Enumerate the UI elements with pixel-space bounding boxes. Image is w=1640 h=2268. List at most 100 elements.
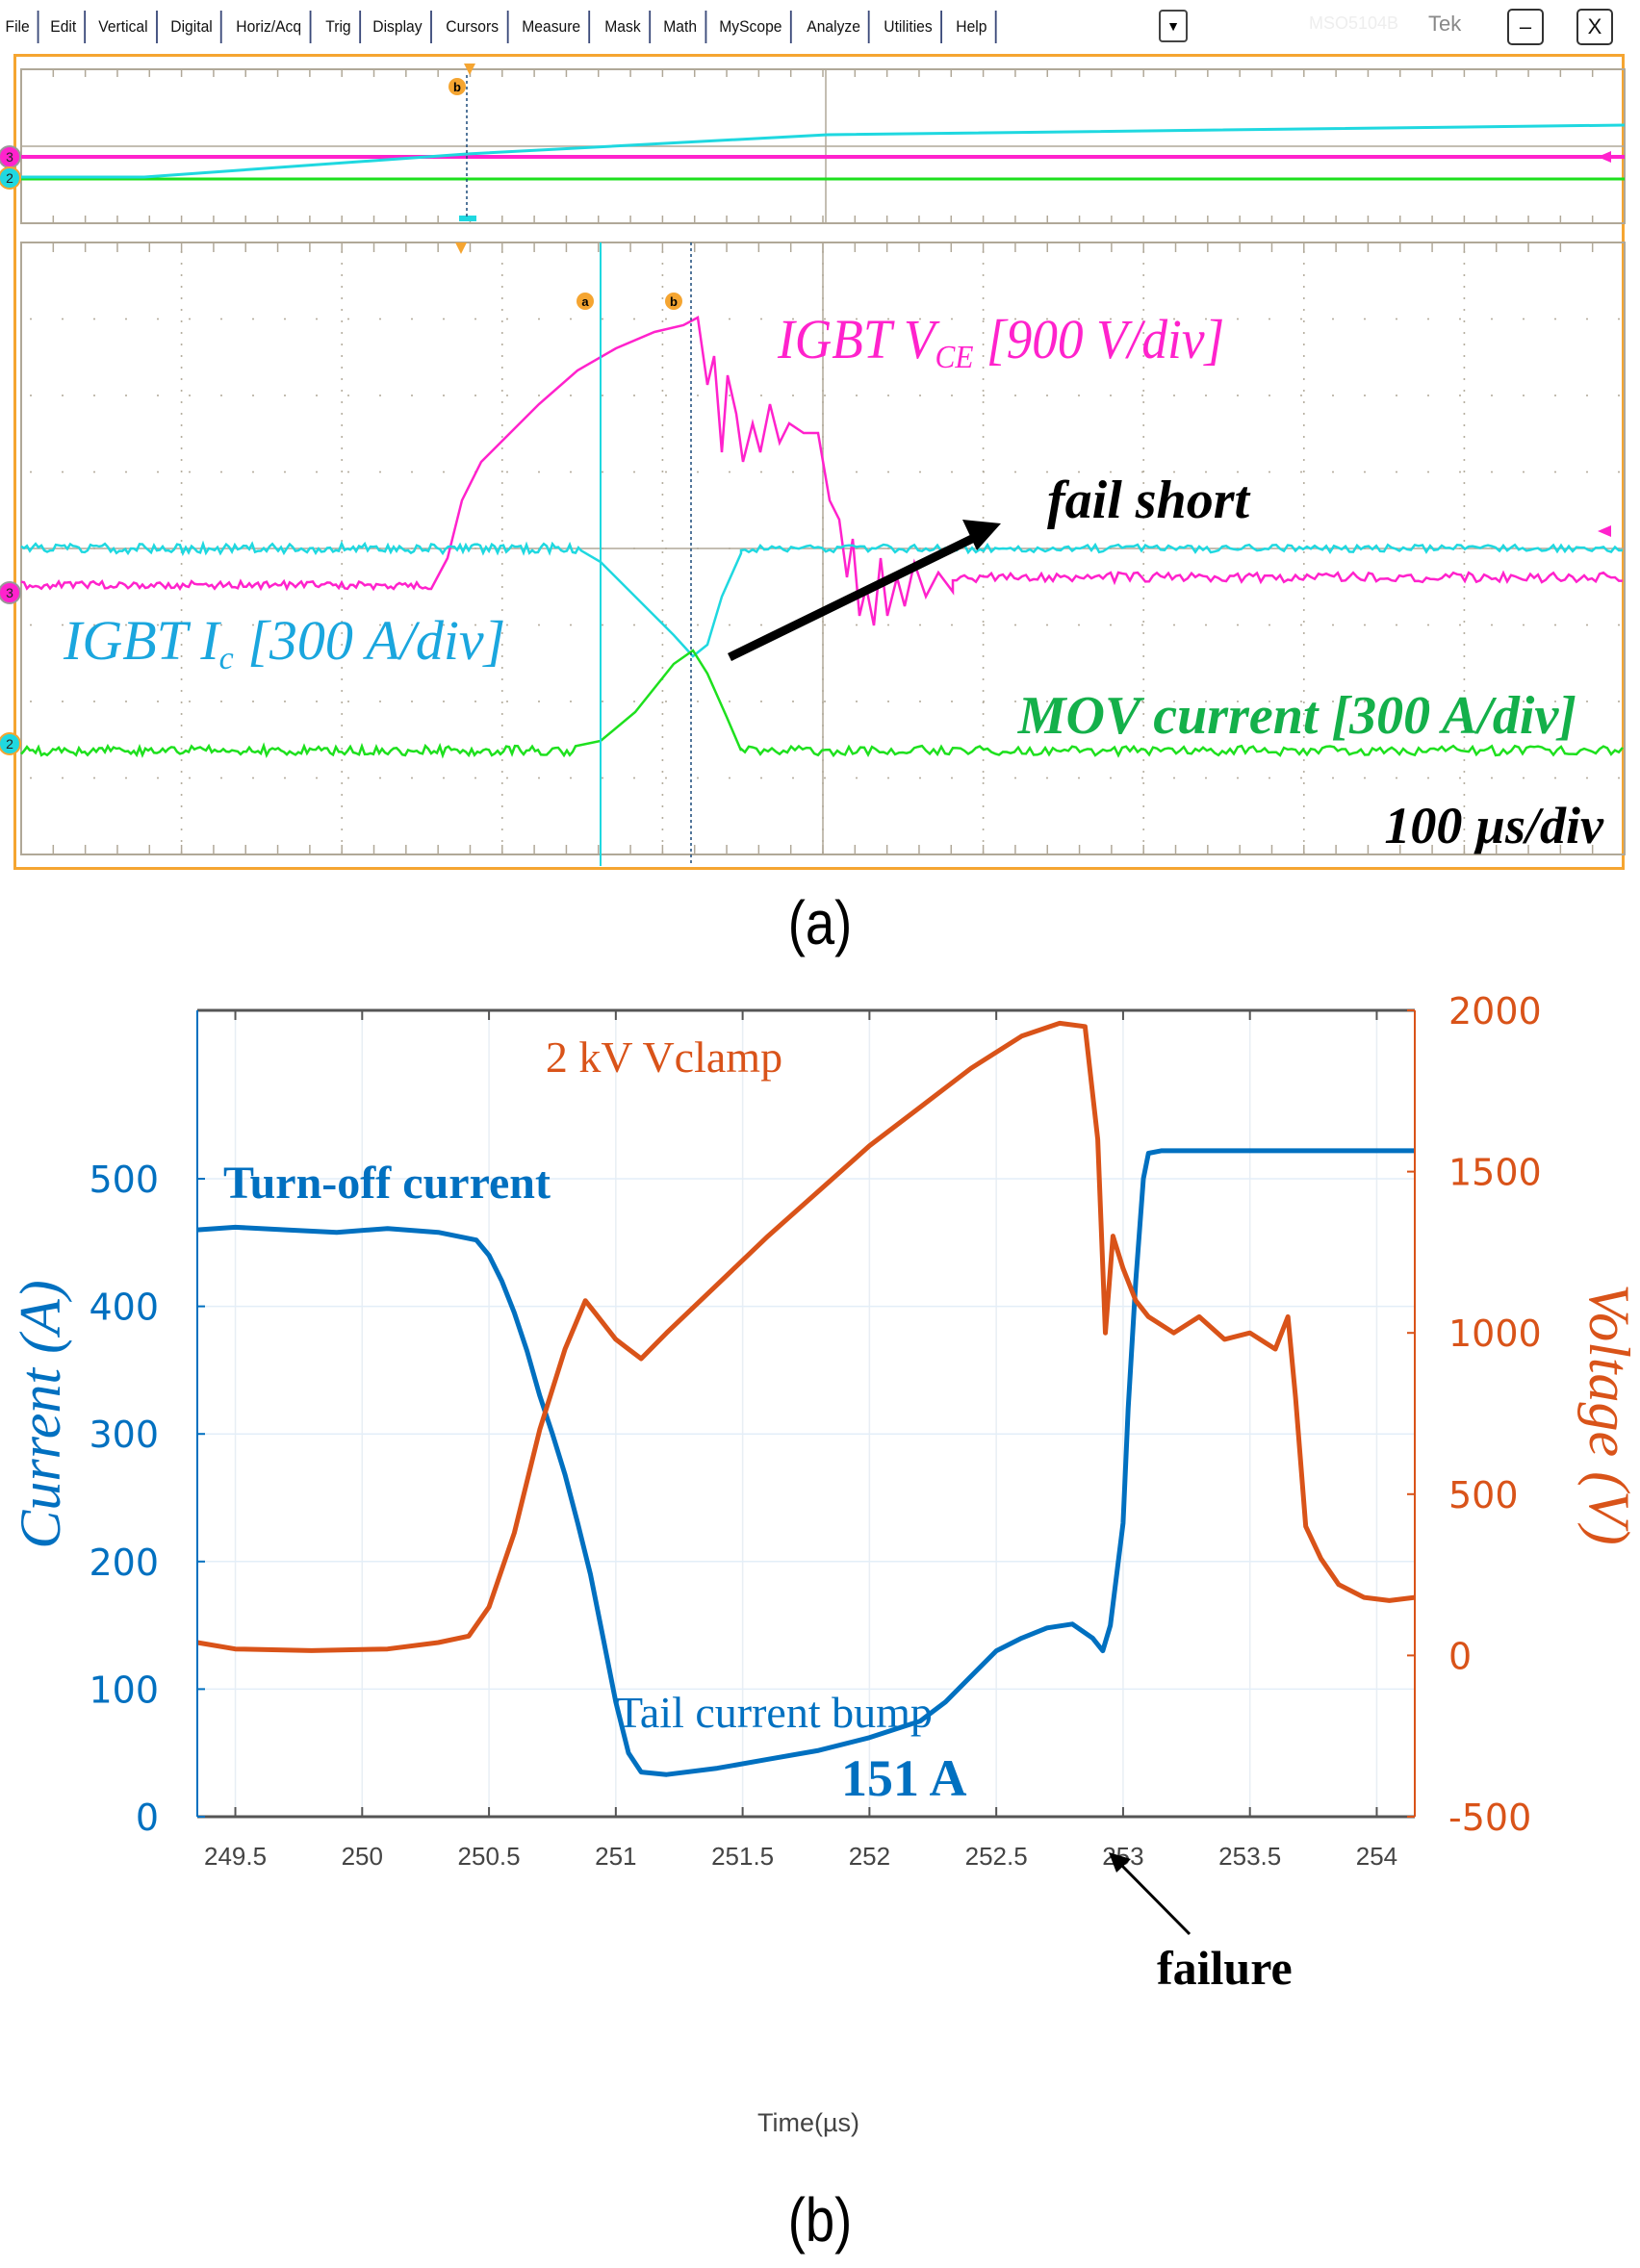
grid-dot bbox=[983, 771, 985, 773]
x-tick-label: 252.5 bbox=[965, 1842, 1028, 1871]
grid-dot bbox=[1463, 355, 1465, 357]
grid-dot bbox=[633, 777, 635, 779]
grid-dot bbox=[341, 344, 343, 345]
grid-dot bbox=[1303, 771, 1305, 773]
grid-dot bbox=[983, 598, 985, 599]
grid-dot bbox=[157, 777, 159, 779]
grid-dot bbox=[1237, 777, 1239, 779]
annotation-tail-bump: Tail current bump bbox=[616, 1688, 933, 1737]
grid-dot bbox=[506, 777, 508, 779]
y-left-tick-label: 0 bbox=[136, 1797, 159, 1839]
grid-dot bbox=[1463, 655, 1465, 657]
grid-dot bbox=[341, 701, 343, 703]
grid-dot bbox=[1110, 395, 1112, 396]
grid-dot bbox=[661, 401, 663, 403]
grid-dot bbox=[181, 725, 183, 726]
grid-dot bbox=[341, 748, 343, 750]
grid-dot bbox=[474, 777, 476, 779]
grid-dot bbox=[411, 319, 413, 320]
grid-dot bbox=[1586, 624, 1588, 626]
grid-dot bbox=[1141, 624, 1143, 626]
grid-dot bbox=[1463, 447, 1465, 449]
grid-dot bbox=[661, 701, 663, 703]
grid-dot bbox=[661, 344, 663, 345]
grid-dot bbox=[1586, 395, 1588, 396]
grid-dot bbox=[983, 690, 985, 692]
grid-dot bbox=[341, 424, 343, 426]
grid-dot bbox=[1303, 528, 1305, 530]
grid-dot bbox=[347, 701, 349, 702]
grid-dot bbox=[983, 471, 985, 473]
grid-dot bbox=[983, 678, 985, 680]
grid-dot bbox=[501, 678, 503, 680]
grid-dot bbox=[341, 725, 343, 726]
grid-dot bbox=[983, 725, 985, 726]
grid-dot bbox=[1046, 395, 1048, 396]
grid-dot bbox=[1332, 624, 1334, 626]
grid-dot bbox=[501, 736, 503, 738]
grid-dot bbox=[661, 598, 663, 599]
grid-dot bbox=[1463, 621, 1465, 623]
grid-dot bbox=[661, 574, 663, 576]
grid-dot bbox=[824, 624, 826, 626]
grid-dot bbox=[919, 395, 921, 396]
grid-dot bbox=[501, 297, 503, 299]
grid-dot bbox=[983, 563, 985, 565]
grid-dot bbox=[1303, 817, 1305, 819]
grid-dot bbox=[983, 621, 985, 623]
annotation-151a: 151 A bbox=[841, 1749, 967, 1807]
grid-dot bbox=[501, 494, 503, 496]
grid-dot bbox=[538, 319, 540, 320]
grid-dot bbox=[1046, 777, 1048, 779]
grid-dot bbox=[1303, 540, 1305, 542]
grid-dot bbox=[181, 690, 183, 692]
grid-dot bbox=[792, 395, 794, 396]
y-right-tick-label: 2000 bbox=[1448, 990, 1542, 1032]
grid-dot bbox=[661, 644, 663, 646]
grid-dot bbox=[220, 701, 222, 702]
grid-dot bbox=[602, 395, 603, 396]
grid-dot bbox=[887, 395, 889, 396]
grid-dot bbox=[341, 817, 343, 819]
grid-dot bbox=[341, 286, 343, 288]
grid-dot bbox=[887, 624, 889, 626]
grid-dot bbox=[570, 701, 572, 702]
grid-dot bbox=[284, 777, 286, 779]
grid-dot bbox=[501, 471, 503, 472]
grid-dot bbox=[1463, 274, 1465, 276]
grid-dot bbox=[661, 632, 663, 634]
grid-dot bbox=[729, 777, 730, 779]
grid-dot bbox=[341, 471, 343, 472]
scope-waveform-display: b a b 3 2 3 2 IGBT VCE [900 V/div] IGBT … bbox=[0, 0, 1640, 876]
y-right-tick-label: 500 bbox=[1448, 1474, 1519, 1516]
grid-dot bbox=[1142, 263, 1144, 265]
grid-dot bbox=[1303, 378, 1305, 380]
grid-dot bbox=[341, 574, 343, 576]
grid-dot bbox=[62, 471, 64, 473]
grid-dot bbox=[1491, 319, 1493, 320]
grid-dot bbox=[1303, 598, 1305, 599]
grid-dot bbox=[951, 624, 953, 626]
grid-dot bbox=[181, 424, 183, 426]
grid-dot bbox=[157, 395, 159, 396]
grid-dot bbox=[538, 701, 540, 702]
y-right-tick-label: -500 bbox=[1448, 1797, 1531, 1839]
grid-dot bbox=[1427, 777, 1429, 779]
grid-dot bbox=[341, 297, 343, 299]
grid-dot bbox=[538, 777, 540, 779]
grid-dot bbox=[1463, 263, 1465, 265]
grid-dot bbox=[181, 598, 183, 599]
grid-dot bbox=[983, 395, 985, 396]
grid-dot bbox=[1014, 395, 1016, 396]
grid-dot bbox=[474, 395, 476, 396]
grid-dot bbox=[284, 701, 286, 702]
grid-dot bbox=[181, 828, 183, 830]
grid-dot bbox=[983, 494, 985, 496]
grid-dot bbox=[181, 540, 183, 542]
grid-dot bbox=[729, 471, 730, 473]
grid-dot bbox=[1268, 624, 1270, 626]
grid-dot bbox=[983, 777, 985, 779]
grid-dot bbox=[1303, 551, 1305, 553]
grid-dot bbox=[661, 759, 663, 761]
grid-dot bbox=[411, 471, 413, 473]
